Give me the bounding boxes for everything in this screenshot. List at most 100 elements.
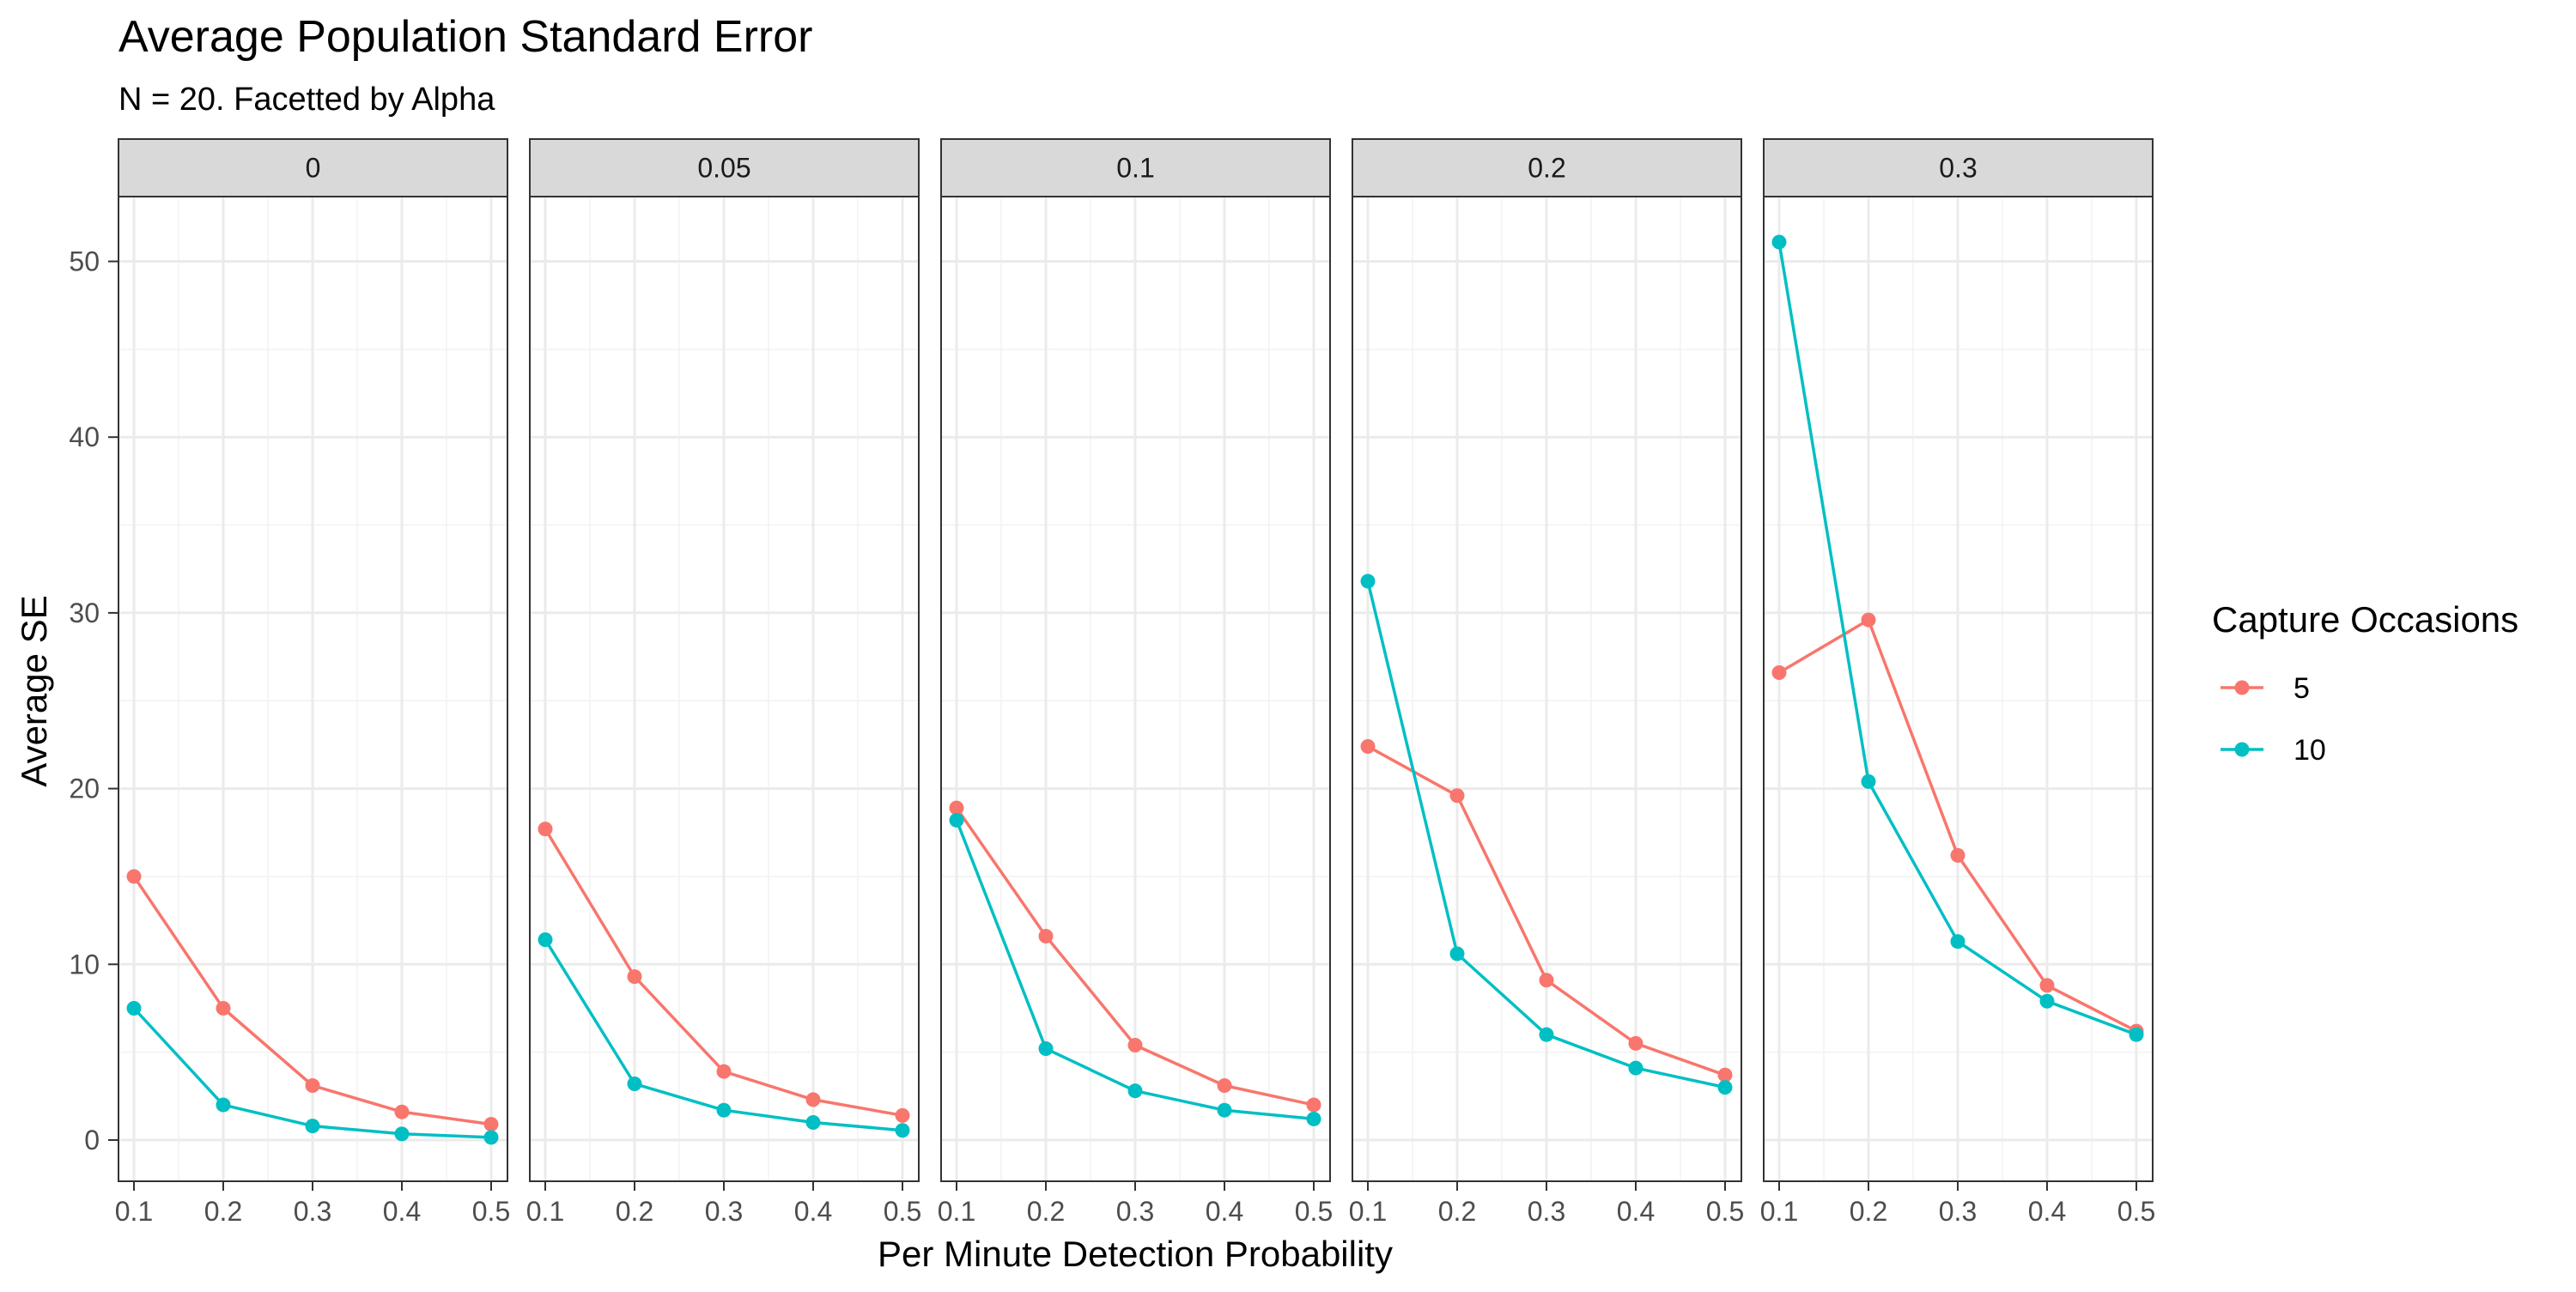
facet-panel: 0.1 0.1 0.2 0.3 0.4 0.5 xyxy=(938,138,1333,1227)
y-axis-title: Average SE xyxy=(14,595,54,786)
data-point xyxy=(1861,612,1876,628)
x-axis-title: Per Minute Detection Probability xyxy=(878,1234,1393,1274)
data-point xyxy=(1950,934,1965,949)
data-point xyxy=(305,1078,320,1094)
data-point xyxy=(627,1076,642,1091)
x-tick-label: 0.1 xyxy=(115,1196,153,1227)
data-point xyxy=(538,822,553,837)
facet-strip xyxy=(940,138,1331,197)
chart-subtitle: N = 20. Facetted by Alpha xyxy=(118,82,495,118)
data-point xyxy=(1628,1035,1643,1051)
data-point xyxy=(949,800,964,816)
legend-key-point xyxy=(2234,742,2250,757)
data-point xyxy=(2039,993,2055,1009)
data-point xyxy=(1360,573,1376,589)
data-point xyxy=(1449,788,1465,804)
facet-panel: 0.05 0.1 0.2 0.3 0.4 0.5 xyxy=(526,138,921,1227)
y-tick-label: 20 xyxy=(69,773,100,804)
data-point xyxy=(1628,1060,1643,1076)
data-point xyxy=(126,1000,142,1016)
x-tick-label: 0.2 xyxy=(616,1196,653,1227)
data-point xyxy=(2129,1027,2144,1042)
x-tick-label: 0.5 xyxy=(884,1196,921,1227)
data-point xyxy=(949,812,964,828)
data-point xyxy=(305,1119,320,1134)
data-point xyxy=(394,1126,410,1142)
x-tick-label: 0.2 xyxy=(1850,1196,1887,1227)
data-point xyxy=(483,1117,499,1132)
x-tick-label: 0.3 xyxy=(294,1196,331,1227)
data-point xyxy=(895,1123,910,1138)
x-tick-label: 0.5 xyxy=(472,1196,510,1227)
data-point xyxy=(716,1064,732,1079)
legend-entry: 10 xyxy=(2221,734,2326,767)
x-tick-label: 0.1 xyxy=(938,1196,975,1227)
facet-panel: 0.3 0.1 0.2 0.3 0.4 0.5 xyxy=(1760,138,2155,1227)
facet-strip-label: 0.1 xyxy=(1116,153,1154,184)
x-tick-label: 0.1 xyxy=(1349,1196,1387,1227)
facet-strip-label: 0 xyxy=(306,153,321,184)
x-tick-label: 0.4 xyxy=(1206,1196,1243,1227)
facet-strip xyxy=(1352,138,1742,197)
x-tick-label: 0.5 xyxy=(2117,1196,2155,1227)
data-point xyxy=(1717,1067,1733,1083)
data-point xyxy=(1217,1102,1232,1118)
x-tick-label: 0.3 xyxy=(1116,1196,1154,1227)
data-point xyxy=(1360,738,1376,754)
x-tick-label: 0.3 xyxy=(705,1196,743,1227)
data-point xyxy=(216,1000,231,1016)
data-point xyxy=(1217,1078,1232,1094)
y-tick-label: 40 xyxy=(69,422,100,452)
data-point xyxy=(1306,1097,1321,1113)
data-point xyxy=(805,1092,821,1107)
facet-panel: 0 0.1 0.2 0.3 0.4 0.5 xyxy=(115,138,510,1227)
legend-entry: 5 xyxy=(2221,672,2310,705)
legend-label: 10 xyxy=(2293,734,2326,767)
x-tick-label: 0.5 xyxy=(1706,1196,1744,1227)
legend: Capture Occasions 5 10 xyxy=(2212,599,2518,767)
data-point xyxy=(1449,946,1465,961)
facet-strip-label: 0.05 xyxy=(697,153,750,184)
y-axis: 0 10 20 30 40 50 xyxy=(69,246,118,1156)
data-point xyxy=(1038,1041,1054,1057)
data-point xyxy=(895,1107,910,1123)
x-tick-label: 0.1 xyxy=(1760,1196,1798,1227)
data-point xyxy=(126,869,142,884)
data-point xyxy=(1717,1080,1733,1095)
facet-strip xyxy=(1763,138,2154,197)
data-point xyxy=(1771,234,1787,250)
facet-strip-label: 0.2 xyxy=(1528,153,1565,184)
data-point xyxy=(2039,978,2055,993)
data-point xyxy=(716,1102,732,1118)
data-point xyxy=(1771,664,1787,680)
x-tick-label: 0.2 xyxy=(1027,1196,1065,1227)
x-tick-label: 0.5 xyxy=(1295,1196,1333,1227)
data-point xyxy=(538,932,553,948)
data-point xyxy=(1861,773,1876,789)
data-point xyxy=(1539,973,1554,988)
x-tick-label: 0.3 xyxy=(1528,1196,1565,1227)
data-point xyxy=(1038,929,1054,944)
x-tick-label: 0.4 xyxy=(794,1196,832,1227)
data-point xyxy=(805,1115,821,1131)
data-point xyxy=(216,1097,231,1113)
legend-title: Capture Occasions xyxy=(2212,599,2518,640)
data-point xyxy=(1306,1111,1321,1126)
x-tick-label: 0.2 xyxy=(204,1196,242,1227)
chart-title: Average Population Standard Error xyxy=(118,12,812,62)
data-point xyxy=(1127,1037,1143,1052)
y-tick-label: 30 xyxy=(69,597,100,628)
data-point xyxy=(627,969,642,985)
x-tick-label: 0.3 xyxy=(1939,1196,1977,1227)
data-point xyxy=(1539,1027,1554,1042)
facet-panel: 0.2 0.1 0.2 0.3 0.4 0.5 xyxy=(1349,138,1744,1227)
data-point xyxy=(1950,847,1965,863)
data-point xyxy=(394,1104,410,1119)
data-point xyxy=(1127,1083,1143,1099)
y-tick-label: 50 xyxy=(69,246,100,277)
x-tick-label: 0.2 xyxy=(1438,1196,1476,1227)
x-tick-label: 0.4 xyxy=(1617,1196,1655,1227)
